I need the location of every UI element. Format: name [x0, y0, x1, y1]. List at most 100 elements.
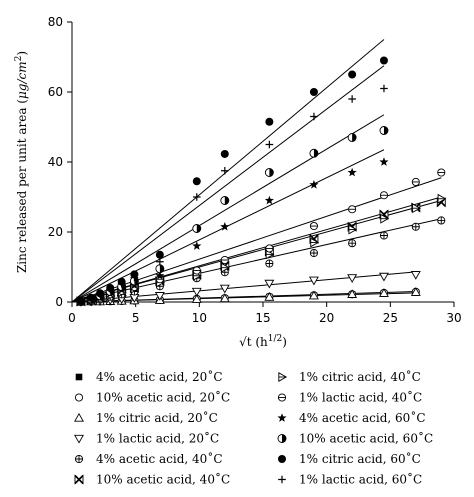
point-marker: [191, 294, 202, 303]
data-point: [156, 257, 164, 266]
point-marker: [379, 157, 389, 166]
point-marker: [265, 140, 274, 149]
point-marker: [219, 284, 230, 294]
data-point: [221, 166, 229, 175]
legend-marker: [74, 474, 84, 485]
legend-label: 10% acetic acid, 20˚C: [96, 390, 230, 405]
point-marker: [220, 221, 230, 231]
data-point: [378, 288, 389, 297]
legend-label: 1% lactic acid, 40˚C: [299, 390, 422, 405]
data-point: [96, 290, 104, 299]
point-marker-cross: [380, 231, 388, 240]
data-point: [219, 293, 230, 303]
point-marker: [347, 167, 357, 177]
legend-item: 1% lactic acid, 40˚C: [277, 390, 422, 405]
point-marker: [96, 290, 104, 299]
x-tick-label: 5: [132, 311, 140, 325]
data-point: [265, 244, 274, 253]
x-axis-title-superscript: 1/2: [268, 334, 282, 344]
y-tick-label: 20: [48, 225, 63, 239]
legend-item: 4% acetic acid, 60˚C: [277, 410, 426, 425]
legend-label: 10% acetic acid, 40˚C: [96, 472, 230, 487]
data-points: [75, 56, 447, 307]
y-axis-title-close: ): [15, 51, 29, 56]
point-marker: [348, 95, 356, 103]
point-marker-cross: [310, 249, 318, 257]
point-marker: [347, 274, 358, 283]
point-marker-cross: [348, 239, 356, 247]
data-point: [192, 266, 201, 275]
legend-item: 1% lactic acid, 20˚C: [74, 431, 219, 446]
data-point: [221, 262, 230, 273]
fit-line-series-12: [71, 65, 385, 303]
data-point: [264, 195, 274, 205]
data-point: [117, 280, 126, 288]
point-marker: [310, 112, 318, 121]
data-point: [347, 274, 358, 283]
point-marker: [192, 193, 201, 201]
x-axis-title-main: √t (h: [239, 335, 268, 349]
data-point: [264, 279, 275, 289]
point-marker: [278, 475, 286, 484]
point-marker: [87, 294, 95, 302]
data-point: [380, 213, 390, 224]
data-point: [219, 284, 230, 294]
point-marker-half: [159, 264, 164, 273]
data-point: [192, 224, 202, 233]
data-point: [309, 248, 318, 258]
point-marker: [221, 166, 229, 175]
point-marker: [309, 88, 318, 96]
data-point: [220, 196, 230, 205]
data-point: [155, 270, 165, 280]
point-marker: [410, 271, 421, 280]
point-marker: [117, 280, 126, 288]
legend-item: 4% acetic acid, 40˚C: [74, 451, 223, 466]
legend-item: 1% citric acid, 60˚C: [278, 451, 421, 466]
legend-label: 4% acetic acid, 40˚C: [96, 451, 223, 466]
point-marker: [155, 270, 165, 280]
point-marker: [378, 288, 389, 297]
data-point: [379, 126, 389, 135]
point-marker: [192, 241, 202, 250]
legend-marker: [74, 434, 84, 444]
data-point: [379, 56, 388, 65]
point-marker: [77, 296, 85, 305]
data-point: [265, 117, 274, 126]
point-marker: [347, 289, 358, 298]
legend-item: 10% acetic acid, 20˚C: [74, 390, 230, 405]
legend-item: 10% acetic acid, 60˚C: [277, 431, 433, 446]
point-marker: [308, 276, 319, 286]
point-marker: [264, 279, 275, 289]
point-marker: [219, 293, 230, 303]
fit-line-series-10: [71, 114, 385, 303]
x-tick-label: 10: [192, 311, 207, 325]
data-point: [310, 112, 318, 121]
point-marker: [192, 177, 201, 186]
point-marker: [156, 257, 164, 266]
point-marker: [378, 272, 389, 282]
y-tick-label: 80: [48, 15, 63, 29]
data-point: [348, 239, 357, 248]
data-point: [309, 179, 319, 189]
legend-marker: [75, 373, 83, 381]
legend-label: 10% acetic acid, 60˚C: [299, 431, 433, 446]
legend-item: 4% acetic acid, 20˚C: [75, 369, 223, 384]
point-marker-half: [352, 133, 357, 142]
legend-label: 1% lactic acid, 60˚C: [299, 472, 422, 487]
y-tick-label: 0: [55, 295, 63, 309]
data-point: [265, 140, 274, 149]
x-ticks: 0 5 10 15 20 25 30: [68, 302, 462, 325]
legend-marker: [74, 412, 84, 422]
series-12-points: [77, 84, 388, 305]
point-marker: [75, 373, 83, 381]
legend-label: 4% acetic acid, 60˚C: [299, 410, 426, 425]
legend-marker: [278, 455, 286, 463]
legend-item: 1% citric acid, 20˚C: [74, 410, 218, 425]
data-point: [348, 70, 357, 79]
point-marker-half: [383, 126, 388, 135]
legend-marker: [277, 434, 287, 443]
data-point: [308, 290, 319, 300]
data-point: [378, 272, 389, 282]
point-marker-half: [313, 149, 318, 158]
data-point: [191, 287, 202, 297]
